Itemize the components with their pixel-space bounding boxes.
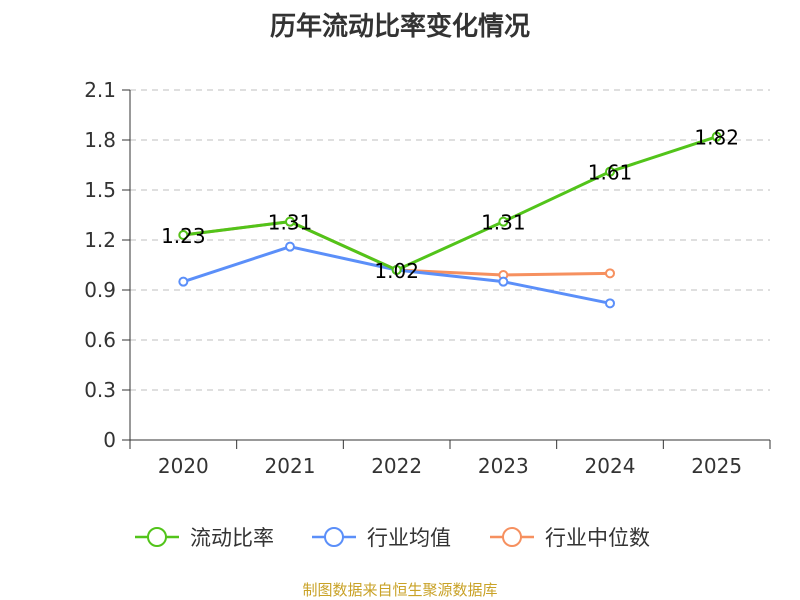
series-line [183, 135, 718, 272]
x-tick-label: 2023 [478, 454, 529, 478]
series-lines [178, 131, 722, 309]
x-tick-label: 2024 [585, 454, 636, 478]
source-note: 制图数据来自恒生聚源数据库 [302, 581, 498, 599]
data-label: 1.31 [268, 211, 313, 235]
y-tick-label: 1.2 [84, 228, 116, 252]
data-labels: 1.23 1.31 1.02 1.31 1.61 1.82 [161, 126, 739, 283]
data-label: 1.02 [374, 259, 419, 283]
x-tick-label: 2021 [265, 454, 316, 478]
gridlines [130, 89, 770, 391]
data-label: 1.61 [588, 161, 633, 185]
data-point [178, 276, 189, 287]
data-point [605, 298, 615, 309]
data-point [605, 268, 615, 279]
data-label: 1.82 [694, 126, 739, 150]
x-tick-label: 2022 [371, 454, 422, 478]
legend[interactable]: 流动比率 行业均值 行业中位数 [135, 526, 650, 550]
data-point [391, 265, 402, 275]
axes: 0 0.3 0.6 0.9 1.2 1.5 1.8 2.1 2020 2021 2022 2023 20… [84, 78, 771, 478]
chart-title: 历年流动比率变化情况 [269, 12, 530, 42]
y-tick-label: 1.5 [84, 178, 116, 202]
x-tick-label: 2020 [158, 454, 209, 478]
y-tick-label: 0.6 [84, 328, 116, 352]
data-point [711, 131, 722, 142]
y-tick-label: 0 [103, 428, 116, 452]
legend-marker [147, 527, 167, 547]
legend-marker [324, 527, 344, 547]
y-tick-label: 0.3 [84, 378, 116, 402]
y-tick-label: 2.1 [84, 78, 116, 102]
data-point [285, 216, 295, 227]
legend-label: 行业中位数 [545, 526, 650, 550]
data-point [605, 166, 615, 177]
data-label: 1.23 [161, 224, 206, 248]
data-label: 1.31 [481, 211, 526, 235]
data-point [178, 230, 189, 240]
data-point [498, 216, 509, 227]
legend-label: 行业均值 [367, 526, 451, 550]
legend-marker [502, 527, 522, 547]
y-tick-label: 1.8 [84, 128, 116, 152]
legend-label: 流动比率 [190, 526, 274, 550]
x-tick-label: 2025 [691, 454, 742, 478]
y-tick-label: 0.9 [84, 278, 116, 302]
data-point [285, 241, 295, 252]
data-point [498, 276, 509, 287]
